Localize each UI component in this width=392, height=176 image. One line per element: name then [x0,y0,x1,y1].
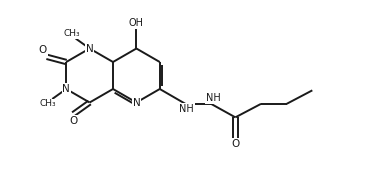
Text: O: O [69,116,78,126]
Text: NH: NH [206,93,220,103]
Text: NH: NH [179,104,194,114]
Text: OH: OH [129,17,144,27]
Text: O: O [39,45,47,55]
Text: N: N [132,98,140,108]
Text: N: N [86,43,94,54]
Text: CH₃: CH₃ [40,99,56,108]
Text: CH₃: CH₃ [63,29,80,38]
Text: N: N [62,84,70,94]
Text: O: O [231,139,240,149]
